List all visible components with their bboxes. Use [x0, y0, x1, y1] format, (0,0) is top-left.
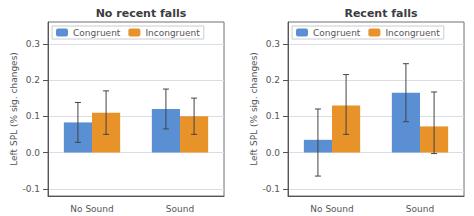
- svg-text:0.1: 0.1: [26, 111, 40, 121]
- svg-text:Congruent: Congruent: [73, 28, 121, 38]
- svg-text:Congruent: Congruent: [313, 28, 361, 38]
- svg-text:Left SPL (% sig. changes): Left SPL (% sig. changes): [9, 52, 19, 166]
- svg-text:Sound: Sound: [166, 204, 194, 214]
- svg-text:-0.1: -0.1: [22, 184, 40, 194]
- svg-text:0.3: 0.3: [266, 39, 280, 49]
- svg-text:Incongruent: Incongruent: [385, 28, 440, 38]
- svg-text:0.2: 0.2: [26, 75, 40, 85]
- svg-text:0.1: 0.1: [266, 111, 280, 121]
- svg-text:0.2: 0.2: [266, 75, 280, 85]
- svg-text:Incongruent: Incongruent: [145, 28, 200, 38]
- svg-text:Left SPL (% sig. changes): Left SPL (% sig. changes): [249, 52, 259, 166]
- svg-text:0.3: 0.3: [26, 39, 40, 49]
- svg-text:No recent falls: No recent falls: [96, 7, 187, 20]
- svg-text:0.0: 0.0: [266, 148, 281, 158]
- svg-text:-0.1: -0.1: [262, 184, 280, 194]
- svg-text:No Sound: No Sound: [70, 204, 113, 214]
- svg-text:Recent falls: Recent falls: [344, 7, 418, 20]
- svg-text:Sound: Sound: [406, 204, 434, 214]
- svg-text:No Sound: No Sound: [310, 204, 353, 214]
- svg-text:0.0: 0.0: [26, 148, 41, 158]
